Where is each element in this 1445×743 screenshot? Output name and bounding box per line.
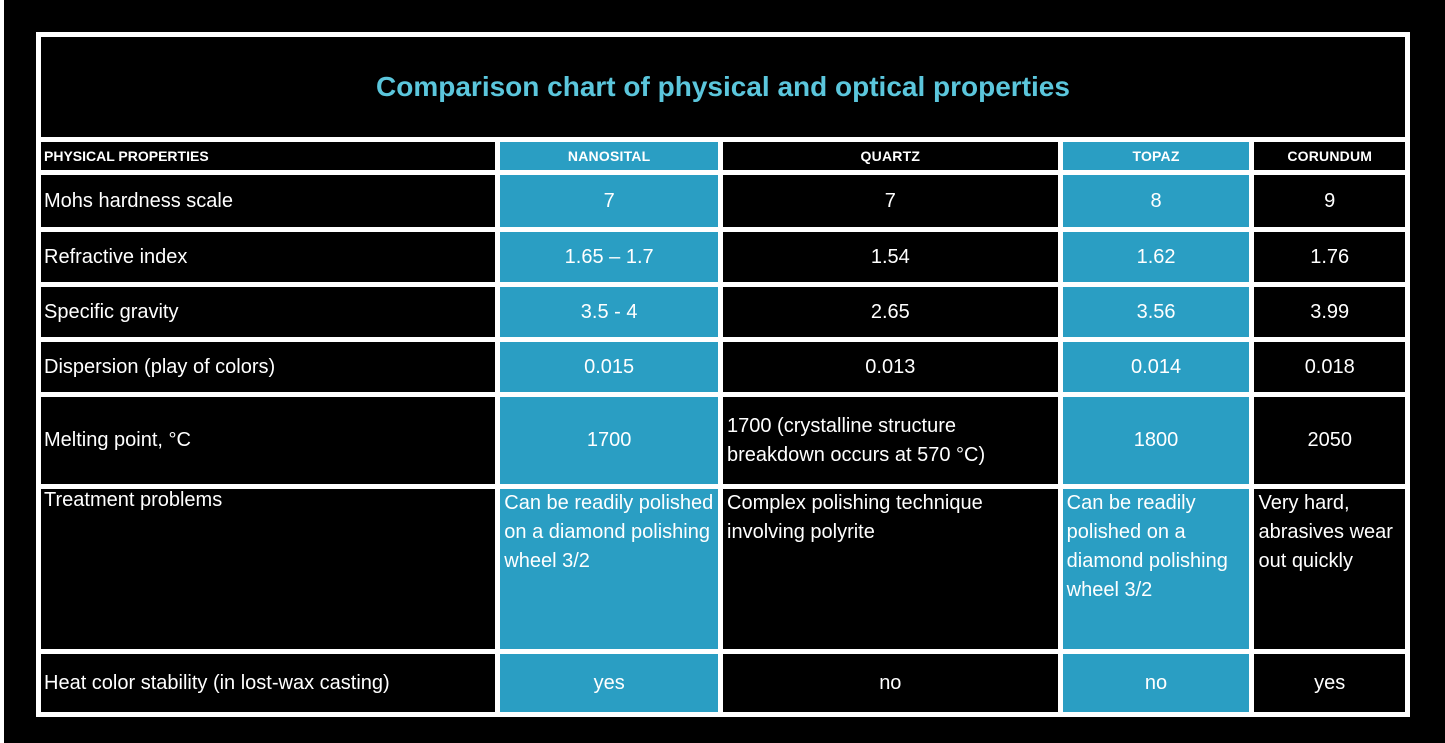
value-cell-topaz: 0.014 [1062,342,1250,392]
value-cell-nanosital: 1700 [500,397,718,484]
table-row-treatment-problems: Treatment problems Can be readily polish… [41,489,1405,649]
value-cell-nanosital: 1.65 – 1.7 [500,232,718,282]
property-label: Melting point, °C [41,397,496,484]
page-title: Comparison chart of physical and optical… [41,37,1405,137]
value-cell-quartz: 7 [723,175,1058,227]
table-row-dispersion: Dispersion (play of colors) 0.015 0.013 … [41,342,1405,392]
value-cell-quartz: Complex polishing technique involving po… [723,489,1058,649]
value-cell-topaz: 1800 [1062,397,1250,484]
property-label: Heat color stability (in lost-wax castin… [41,654,496,712]
value-cell-quartz: 0.013 [723,342,1058,392]
property-label: Refractive index [41,232,496,282]
column-header-nanosital: NANOSITAL [500,142,718,170]
value-cell-nanosital: 7 [500,175,718,227]
value-cell-topaz: no [1062,654,1250,712]
header-row: PHYSICAL PROPERTIES NANOSITAL QUARTZ TOP… [41,142,1405,170]
table-row-mohs-hardness: Mohs hardness scale 7 7 8 9 [41,175,1405,227]
value-cell-quartz: 1700 (crystalline structure breakdown oc… [723,397,1058,484]
value-cell-topaz: Can be readily polished on a diamond pol… [1062,489,1250,649]
value-cell-corundum: 2050 [1254,397,1405,484]
value-cell-nanosital: yes [500,654,718,712]
comparison-table: Comparison chart of physical and optical… [36,32,1410,717]
property-label: Mohs hardness scale [41,175,496,227]
value-cell-topaz: 1.62 [1062,232,1250,282]
column-header-corundum: CORUNDUM [1254,142,1405,170]
value-cell-topaz: 3.56 [1062,287,1250,337]
table-row-specific-gravity: Specific gravity 3.5 - 4 2.65 3.56 3.99 [41,287,1405,337]
value-cell-quartz: 2.65 [723,287,1058,337]
value-cell-nanosital: 0.015 [500,342,718,392]
value-cell-corundum: yes [1254,654,1405,712]
column-header-topaz: TOPAZ [1062,142,1250,170]
value-cell-corundum: 0.018 [1254,342,1405,392]
property-label: Treatment problems [41,489,496,649]
value-cell-corundum: 3.99 [1254,287,1405,337]
column-header-physical-properties: PHYSICAL PROPERTIES [41,142,496,170]
value-cell-topaz: 8 [1062,175,1250,227]
column-header-quartz: QUARTZ [723,142,1058,170]
property-label: Dispersion (play of colors) [41,342,496,392]
value-cell-nanosital: Can be readily polished on a diamond pol… [500,489,718,649]
value-cell-quartz: 1.54 [723,232,1058,282]
value-cell-corundum: Very hard, abrasives wear out quickly [1254,489,1405,649]
table-row-melting-point: Melting point, °C 1700 1700 (crystalline… [41,397,1405,484]
title-row: Comparison chart of physical and optical… [41,37,1405,137]
value-cell-corundum: 9 [1254,175,1405,227]
property-label: Specific gravity [41,287,496,337]
value-cell-quartz: no [723,654,1058,712]
table-row-refractive-index: Refractive index 1.65 – 1.7 1.54 1.62 1.… [41,232,1405,282]
value-cell-corundum: 1.76 [1254,232,1405,282]
table-row-heat-color-stability: Heat color stability (in lost-wax castin… [41,654,1405,712]
value-cell-nanosital: 3.5 - 4 [500,287,718,337]
page-edge-strip [0,0,4,743]
